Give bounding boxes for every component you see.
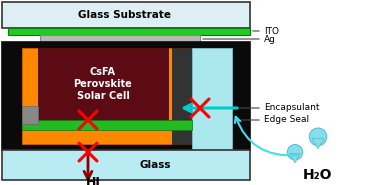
Polygon shape: [290, 154, 300, 163]
Text: CsFA
Perovskite
Solar Cell: CsFA Perovskite Solar Cell: [74, 67, 132, 101]
Text: Edge Seal: Edge Seal: [264, 115, 309, 125]
Polygon shape: [312, 138, 324, 149]
Bar: [192, 48, 232, 150]
Bar: [40, 35, 200, 42]
Bar: [22, 48, 192, 144]
Text: Encapsulant: Encapsulant: [264, 103, 319, 112]
Bar: [38, 48, 168, 120]
Circle shape: [309, 128, 327, 146]
Circle shape: [287, 144, 303, 160]
Bar: [8, 28, 250, 35]
Bar: [22, 120, 192, 130]
Bar: [2, 42, 250, 150]
Bar: [2, 2, 250, 28]
Bar: [172, 48, 192, 144]
Text: ITO: ITO: [264, 26, 279, 36]
Text: H₂O: H₂O: [303, 168, 333, 182]
Bar: [22, 106, 38, 124]
Text: HI: HI: [85, 176, 101, 185]
Text: Glass: Glass: [139, 160, 171, 170]
Bar: [2, 150, 250, 180]
Text: Ag: Ag: [264, 34, 276, 43]
Text: Glass Substrate: Glass Substrate: [79, 10, 172, 20]
